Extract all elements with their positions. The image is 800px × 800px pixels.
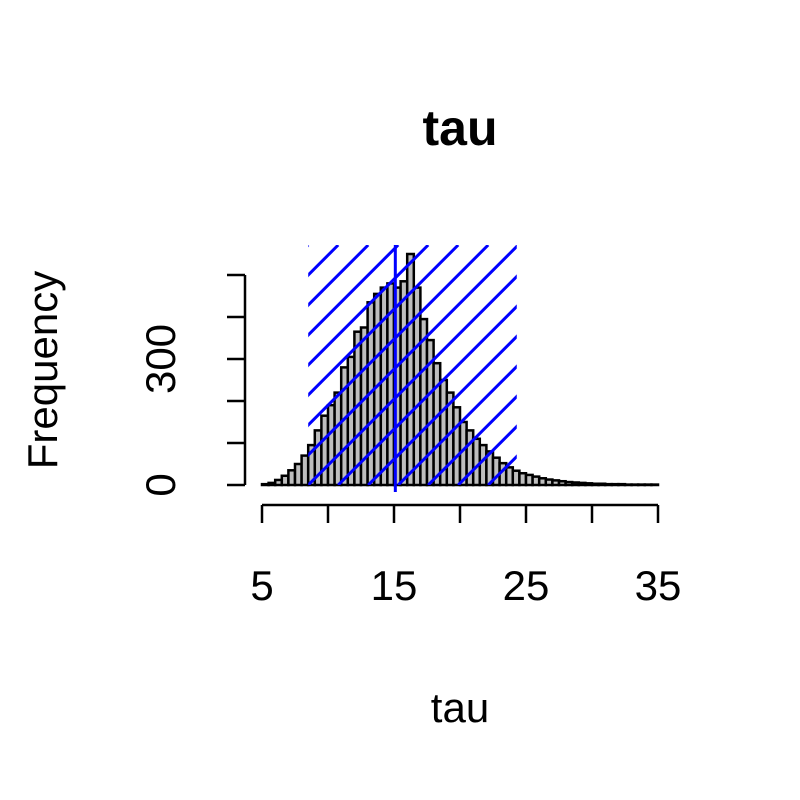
hatch-line — [308, 245, 490, 428]
hatch-line — [638, 245, 800, 485]
hatch-line — [367, 334, 517, 485]
hatch-line — [698, 245, 800, 485]
hatch-line — [337, 304, 517, 485]
hatch-line — [518, 245, 758, 485]
hatch-line — [308, 245, 370, 308]
y-tick-label: 300 — [137, 324, 184, 394]
hatch-line — [308, 245, 430, 368]
x-axis: 5 15 25 35 — [250, 503, 682, 609]
hatch-line — [457, 424, 517, 485]
y-axis-label: Frequency — [19, 271, 66, 469]
x-tick-label: 15 — [371, 562, 418, 609]
y-axis: 0 300 — [137, 273, 247, 497]
hatch-line — [668, 245, 800, 485]
x-tick-label: 5 — [250, 562, 273, 609]
hatch-line — [578, 245, 800, 485]
chart-title: tau — [423, 100, 498, 156]
credible-interval-hatch — [308, 245, 800, 485]
hatch-line — [548, 245, 788, 485]
histogram-bars — [260, 252, 660, 487]
hatch-line — [308, 245, 517, 458]
x-tick-label: 25 — [503, 562, 550, 609]
hatch-line — [308, 245, 400, 338]
hatch-line — [308, 245, 340, 278]
hatch-line — [608, 245, 800, 485]
x-tick-label: 35 — [635, 562, 682, 609]
hatch-line — [487, 454, 517, 485]
hatch-line — [427, 394, 517, 485]
hatch-line — [308, 245, 310, 248]
hatch-line — [308, 245, 460, 398]
hatch-line — [308, 274, 517, 485]
hatch-line — [397, 364, 517, 485]
y-tick-label: 0 — [137, 473, 184, 496]
hatch-line — [728, 245, 800, 485]
x-axis-label: tau — [431, 684, 489, 731]
